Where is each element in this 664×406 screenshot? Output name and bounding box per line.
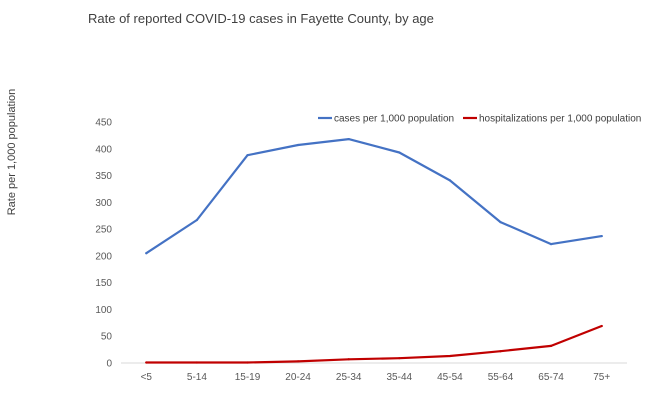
data-point [499,221,502,224]
y-tick-label: 300 [95,198,112,209]
data-point [145,361,148,364]
series-line-hospitalizations [145,324,603,364]
data-point [246,154,249,157]
data-point [398,151,401,154]
y-tick-label: 150 [95,278,112,289]
data-point [448,354,451,358]
data-point [347,358,350,361]
y-tick-label: 450 [95,118,112,129]
x-tick-label: 45-54 [437,372,463,383]
y-axis-ticks: 0 50 100 150 200 250 300 350 400 450 [95,118,112,370]
series-lines [145,138,603,364]
series-line-cases [145,138,603,255]
x-axis-ticks: <5 5-14 15-19 20-24 25-34 35-44 45-54 55-64 65-7… [141,372,611,383]
y-tick-label: 100 [95,305,112,316]
y-tick-label: 400 [95,144,112,155]
x-tick-label: 35-44 [387,372,413,383]
x-tick-label: 5-14 [187,372,207,383]
data-point [550,243,553,246]
y-tick-label: 350 [95,171,112,182]
legend: cases per 1,000 population hospitalizatio… [318,114,641,125]
legend-item-cases: cases per 1,000 population [334,114,454,125]
x-tick-label: 55-64 [488,372,514,383]
data-point [600,324,603,328]
data-point [347,138,350,141]
chart-title: Rate of reported COVID-19 cases in Fayet… [88,11,434,26]
x-tick-label: 25-34 [336,372,362,383]
x-tick-label: 15-19 [235,372,261,383]
x-tick-label: <5 [141,372,153,383]
data-point [145,252,148,255]
x-tick-label: 20-24 [285,372,311,383]
y-tick-label: 50 [101,332,113,343]
legend-item-hospitalizations: hospitalizations per 1,000 population [479,114,641,125]
data-point [297,360,300,363]
data-point [550,344,553,347]
data-point [398,357,401,360]
data-point [499,350,502,353]
x-tick-label: 65-74 [538,372,564,383]
data-point [195,218,198,222]
x-tick-label: 75+ [593,372,610,383]
data-point [297,143,300,147]
y-tick-label: 250 [95,225,112,236]
data-point [246,361,249,364]
data-point [195,361,198,364]
y-tick-label: 200 [95,251,112,262]
y-tick-label: 0 [106,359,112,370]
data-point [448,179,451,182]
data-point [600,234,603,238]
